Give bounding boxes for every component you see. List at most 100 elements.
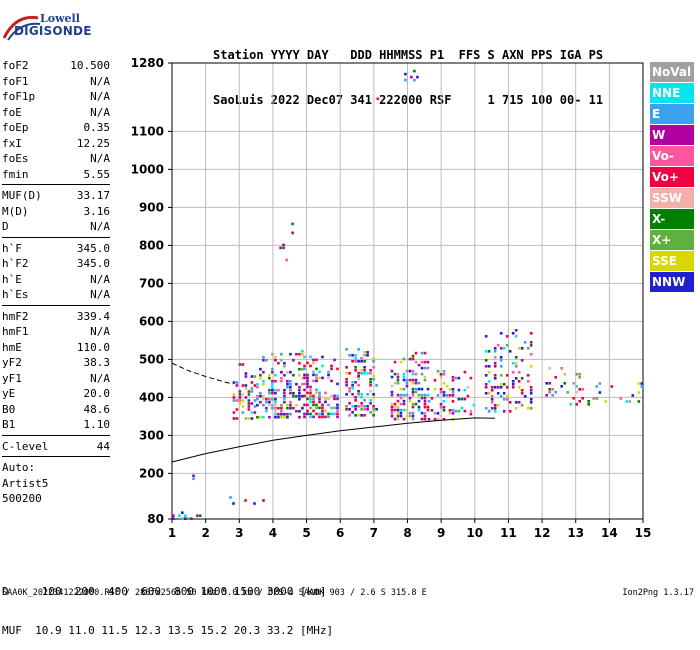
- echo-point: [283, 388, 286, 392]
- echo-point: [262, 355, 265, 359]
- echo-point: [286, 370, 289, 374]
- echo-point: [508, 410, 512, 413]
- echo-point: [247, 399, 251, 402]
- echo-point: [309, 388, 312, 392]
- echo-point: [417, 387, 421, 391]
- echo-point: [417, 399, 421, 403]
- echo-point: [466, 385, 470, 389]
- echo-point: [274, 373, 277, 377]
- param-row: yE 20.0: [2, 386, 110, 402]
- echo-point: [247, 417, 251, 420]
- echo-point: [529, 398, 533, 401]
- echo-point: [405, 378, 409, 382]
- echo-point: [351, 384, 354, 387]
- echo-point: [413, 69, 416, 73]
- echo-point: [274, 388, 277, 392]
- echo-point: [274, 358, 277, 362]
- echo-point: [411, 372, 415, 376]
- echo-point: [490, 407, 494, 410]
- echo-point: [357, 378, 360, 381]
- echo-point: [514, 401, 518, 404]
- param-separator: [2, 236, 110, 238]
- echo-point: [301, 352, 304, 356]
- echo-point: [514, 365, 518, 368]
- echo-point: [484, 407, 488, 410]
- echo-point: [563, 373, 566, 376]
- echo-point: [268, 400, 271, 404]
- echo-point: [505, 398, 509, 401]
- echo-point: [575, 373, 578, 376]
- echo-point: [442, 400, 446, 403]
- echo-point: [423, 360, 427, 364]
- param-value: 345.0: [76, 257, 110, 270]
- echo-point: [244, 499, 247, 502]
- echo-point: [454, 376, 458, 380]
- echo-point: [265, 406, 268, 410]
- x-tick-label: 4: [269, 526, 277, 540]
- param-value: 48.6: [83, 402, 111, 416]
- param-name: hmE: [2, 340, 22, 354]
- echo-point: [241, 399, 245, 402]
- echo-point: [493, 407, 497, 410]
- echo-point: [517, 380, 521, 383]
- echo-point: [578, 376, 581, 379]
- echo-point: [417, 408, 421, 412]
- echo-point: [298, 409, 301, 413]
- echo-point: [348, 414, 351, 417]
- echo-point: [408, 369, 412, 373]
- echo-point: [511, 371, 515, 374]
- muf-row: MUF 10.9 11.0 11.5 12.3 13.5 15.2 20.3 3…: [2, 624, 334, 637]
- legend-item: NNW: [650, 272, 694, 292]
- echo-point: [262, 394, 265, 398]
- echo-point: [321, 409, 324, 413]
- echo-point: [351, 387, 354, 390]
- echo-point: [336, 409, 339, 413]
- echo-point: [411, 393, 415, 397]
- echo-point: [303, 355, 306, 359]
- echo-point: [235, 381, 239, 384]
- echo-point: [238, 393, 242, 396]
- echo-point: [414, 402, 418, 406]
- echo-point: [640, 382, 644, 385]
- echo-point: [393, 408, 397, 412]
- echo-point: [312, 397, 315, 401]
- echo-point: [563, 382, 566, 385]
- echo-point: [259, 376, 262, 380]
- echo-point: [354, 405, 357, 408]
- param-separator: [2, 434, 110, 436]
- echo-point: [581, 388, 584, 391]
- param-name: C-level: [2, 439, 49, 453]
- echo-point: [324, 397, 327, 401]
- echo-point: [283, 412, 286, 416]
- echo-point: [598, 382, 602, 385]
- echo-point: [303, 412, 306, 416]
- echo-point: [312, 409, 315, 413]
- echo-point: [420, 411, 424, 415]
- param-name: foF2: [2, 59, 29, 72]
- echo-point: [502, 392, 506, 395]
- echo-point: [487, 410, 491, 413]
- echo-point: [529, 341, 533, 344]
- echo-point: [298, 394, 301, 398]
- echo-point: [312, 415, 315, 419]
- param-separator: [2, 304, 110, 306]
- echo-point: [345, 372, 348, 375]
- echo-point: [321, 412, 324, 416]
- echo-point: [490, 386, 494, 389]
- echo-point: [554, 376, 557, 379]
- echo-point: [402, 399, 406, 403]
- param-row: hmE 110.0: [2, 340, 110, 356]
- echo-point: [280, 370, 283, 374]
- echo-point: [417, 363, 421, 367]
- echo-point: [430, 409, 434, 412]
- echo-point: [345, 384, 348, 387]
- echo-point: [354, 399, 357, 402]
- echo-point: [309, 364, 312, 368]
- echo-point: [413, 78, 416, 82]
- echo-point: [376, 97, 380, 101]
- echo-point: [366, 408, 369, 411]
- echo-point: [433, 379, 437, 382]
- echo-point: [178, 514, 181, 517]
- echo-point: [298, 388, 301, 392]
- muf-table: D 100 200 400 600 800 1000 1500 3000 [km…: [2, 559, 333, 650]
